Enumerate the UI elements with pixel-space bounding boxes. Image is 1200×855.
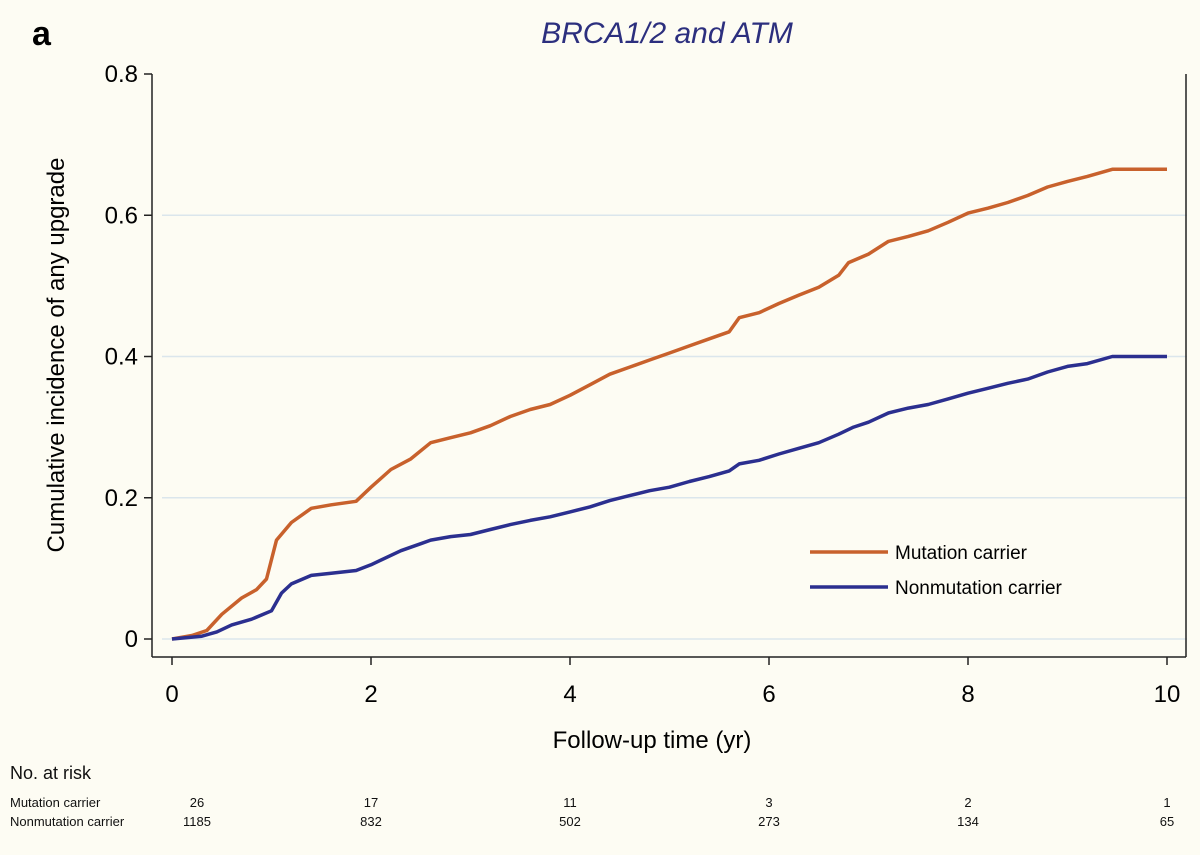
risk-value: 1 bbox=[1163, 795, 1171, 810]
legend: Mutation carrier Nonmutation carrier bbox=[810, 543, 1063, 599]
panel-letter: a bbox=[32, 15, 52, 53]
legend-label: Mutation carrier bbox=[895, 543, 1028, 564]
x-tick-label: 8 bbox=[961, 681, 974, 708]
x-tick-label: 6 bbox=[762, 681, 775, 708]
risk-value: 134 bbox=[957, 814, 979, 829]
risk-row: Mutation carrier 26 17 11 3 2 1 bbox=[0, 795, 1200, 813]
risk-value: 273 bbox=[758, 814, 780, 829]
x-tick-label: 0 bbox=[165, 681, 178, 708]
risk-value: 832 bbox=[360, 814, 382, 829]
risk-row-label: Mutation carrier bbox=[10, 795, 101, 810]
x-tick-label: 10 bbox=[1154, 681, 1181, 708]
series-lines bbox=[171, 167, 1167, 641]
risk-row: Nonmutation carrier 1185 832 502 273 134 65 bbox=[0, 814, 1200, 832]
series-line-mutation-carrier bbox=[171, 167, 1167, 641]
legend-label: Nonmutation carrier bbox=[895, 578, 1063, 599]
y-tick-label: 0.8 bbox=[105, 61, 138, 88]
risk-value: 65 bbox=[1159, 814, 1175, 829]
risk-value: 3 bbox=[765, 795, 773, 810]
risk-value: 2 bbox=[964, 795, 972, 810]
risk-value: 26 bbox=[189, 795, 205, 810]
risk-value: 1185 bbox=[183, 814, 211, 829]
y-tick-label: 0.6 bbox=[105, 202, 138, 229]
series-line-nonmutation-carrier bbox=[171, 354, 1167, 641]
y-axis-label: Cumulative incidence of any upgrade bbox=[43, 158, 70, 553]
x-tick-label: 4 bbox=[563, 681, 576, 708]
risk-row-label: Nonmutation carrier bbox=[10, 814, 125, 829]
y-tick-label: 0.2 bbox=[105, 485, 138, 512]
x-tick-label: 2 bbox=[364, 681, 377, 708]
axes: 0 0.2 0.4 0.6 0.8 0 2 4 6 8 10 bbox=[105, 61, 1187, 708]
risk-table-heading: No. at risk bbox=[10, 763, 92, 783]
risk-value: 11 bbox=[563, 795, 577, 810]
chart-title: BRCA1/2 and ATM bbox=[541, 17, 793, 50]
risk-value: 17 bbox=[363, 795, 379, 810]
x-axis-label: Follow-up time (yr) bbox=[553, 727, 752, 754]
y-tick-label: 0 bbox=[125, 626, 138, 653]
risk-value: 502 bbox=[559, 814, 581, 829]
y-gridlines bbox=[162, 214, 1187, 640]
y-tick-label: 0.4 bbox=[105, 344, 138, 371]
